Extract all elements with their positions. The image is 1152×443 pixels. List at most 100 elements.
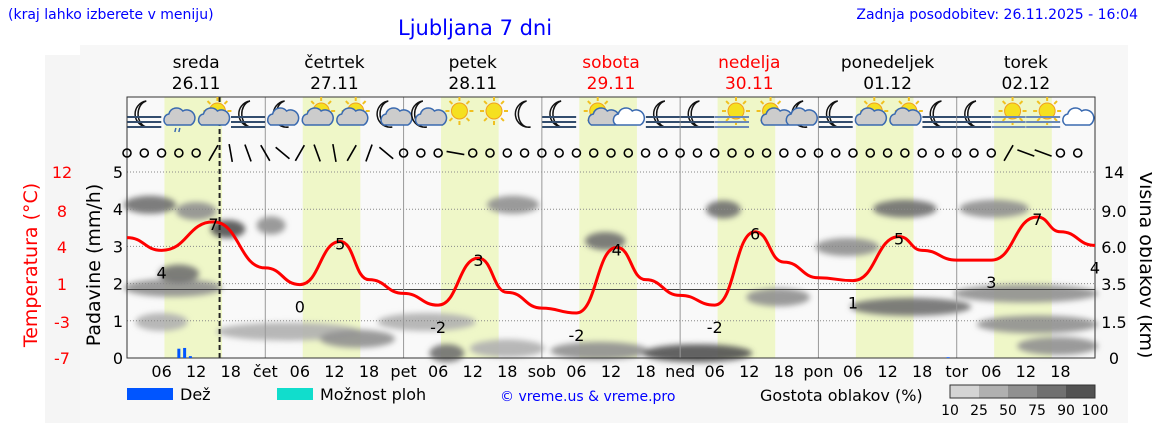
wind-calm-icon [709,148,720,158]
overcast-icon [1062,107,1095,126]
temp-tick: 1 [57,275,67,294]
daylight-band [994,97,1052,358]
cloud-height-tick: 1.5 [1101,313,1126,332]
sun-icon [480,97,508,125]
moon-fog-icon [818,100,853,128]
wind-calm-icon [623,148,634,158]
precip-tick: 5 [113,163,123,182]
sun-cloud-icon [301,97,336,126]
rain-legend-swatch [127,388,173,400]
precip-bar [177,348,181,358]
wind-calm-icon [502,148,513,158]
precip-tick: 2 [113,275,123,294]
precip-bar [188,356,192,358]
day-name: torek [1004,53,1048,73]
cloud-patch [377,313,476,331]
cloud-patch [429,344,465,363]
day-date: 30.11 [725,74,774,94]
precip-bar [946,357,950,358]
day-date: 28.11 [448,74,497,94]
cloud-patch [584,232,626,250]
temp-tick: -3 [54,313,70,332]
wind-calm-icon [830,148,841,158]
daylight-band [855,97,914,358]
wind-barb-icon [294,144,306,162]
cloud-patch [487,195,540,214]
x-tick: 18 [359,362,379,381]
wind-calm-icon [122,148,132,158]
wind-calm-icon [467,148,478,158]
sun-fog-icon [991,97,1027,128]
cloud-density-tick: 100 [1082,403,1109,419]
cloud-patch [815,238,880,256]
wind-calm-icon [588,148,599,158]
temperature-line [126,215,1096,315]
precip-bar [183,347,187,358]
wind-calm-icon [554,148,564,158]
temp-axis-panel [45,55,80,423]
wind-calm-icon [934,148,945,158]
plot-border [126,96,1096,359]
temperature-label: 4 [1090,258,1100,277]
precip-tick: 0 [113,349,123,368]
wind-barb-icon [378,146,394,160]
wind-calm-icon [174,148,184,158]
temperature-label: 7 [208,215,218,234]
day-date: 02.12 [1002,74,1051,94]
temperature-label: -2 [568,326,584,345]
x-tick: 18 [1050,362,1070,381]
wind-calm-icon [692,148,703,158]
day-date: 26.11 [172,74,221,94]
cloud-density-swatch [979,385,1008,398]
wind-calm-icon [917,148,927,158]
sun-cloud-icon [336,97,370,126]
x-tick: 06 [705,362,725,381]
wind-calm-icon [658,148,668,158]
temperature-label: 4 [612,240,622,259]
wind-calm-icon [156,148,167,158]
wind-calm-icon [139,148,150,158]
cloud-density-tick: 25 [970,403,988,419]
daylight-band [579,97,637,358]
x-tick: 18 [635,362,655,381]
wind-calm-icon [969,148,979,158]
x-tick: 12 [186,362,206,381]
cloud-height-tick: 6.0 [1101,238,1126,257]
temperature-label: 1 [848,294,858,313]
cloud-height-axis-title: Višina oblakov (km) [1135,172,1152,359]
temp-tick: -7 [54,349,70,368]
temperature-label: 5 [894,230,904,249]
cloud-density-tick: 75 [1028,403,1046,419]
temperature-label: 3 [473,251,483,270]
temp-tick: 8 [57,202,67,221]
temperature-label: 7 [1032,210,1042,229]
cloud-drizzle-icon [163,107,196,133]
cloud-density-bar-border [949,384,1096,399]
cloud-patch [642,344,753,363]
x-tick: 06 [290,362,310,381]
precip-tick: 3 [113,237,123,256]
x-tick: ned [665,362,695,381]
cloud-density-swatch [1008,385,1037,398]
wind-barb-icon [275,146,290,160]
x-tick: 18 [774,362,794,381]
wind-calm-icon [951,148,962,158]
moon-fog-icon [680,100,715,128]
copyright-link: © vreme.us & vreme.pro [500,389,675,405]
wind-barb-icon [365,144,373,162]
wind-barb-icon [1034,149,1052,157]
cloud-density-tick: 90 [1057,403,1075,419]
temp-tick: 4 [57,238,67,257]
day-name: četrtek [304,53,365,73]
cloud-patch [256,216,286,235]
x-tick: 12 [877,362,897,381]
moon-fog-icon [231,100,265,128]
x-tick: 18 [221,362,241,381]
temperature-label: 3 [986,273,996,292]
cloud-patch [976,315,1098,334]
location-hint: (kraj lahko izberete v meniju) [8,7,214,23]
x-tick: 12 [601,362,621,381]
cloud-patch [469,339,545,358]
cloud-density-swatch [1066,385,1095,398]
